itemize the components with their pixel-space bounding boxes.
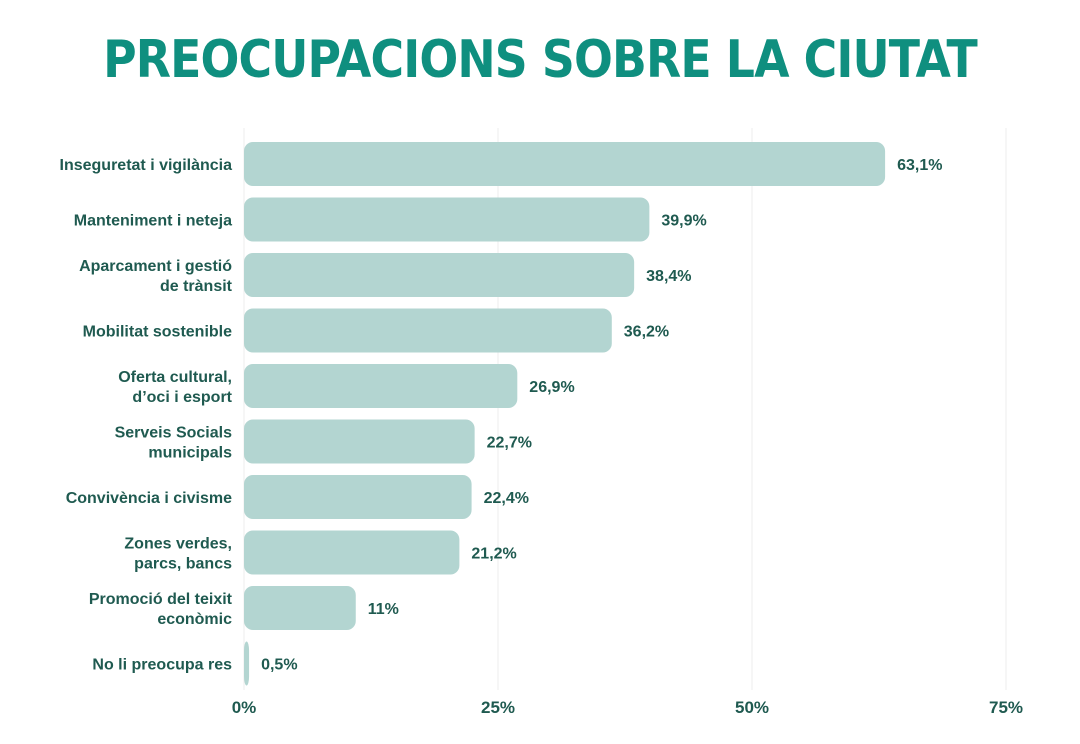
category-label-9: No li preocupa res [92,657,232,674]
category-label-3: Mobilitat sostenible [83,324,232,341]
value-label-9: 0,5% [261,657,297,674]
value-label-5: 22,7% [487,435,532,452]
value-label-0: 63,1% [897,157,942,174]
chart-title: PREOCUPACIONS SOBRE LA CIUTAT [103,30,978,90]
category-label-0: Inseguretat i vigilància [60,157,233,174]
bar-5 [244,419,475,464]
x-tick-label-0: 0% [232,698,257,717]
bar-3 [244,308,612,353]
value-label-2: 38,4% [646,268,691,285]
bar-7 [244,530,460,575]
bar-0 [244,142,886,186]
category-label-7: Zones verdes, parcs, bancs [124,536,232,573]
value-label-6: 22,4% [484,490,529,507]
category-label-6: Convivència i civisme [66,490,232,507]
value-label-8: 11% [368,601,399,618]
category-label-5: Serveis Socials municipals [115,425,233,462]
x-tick-label-3: 75% [989,698,1023,717]
category-label-2: Aparcament i gestió de trànsit [79,258,233,295]
value-label-7: 21,2% [471,546,516,563]
value-label-1: 39,9% [661,213,706,230]
bar-1 [244,197,650,242]
bar-4 [244,364,518,408]
x-tick-label-2: 50% [735,698,769,717]
bar-9 [244,641,250,686]
x-tick-label-1: 25% [481,698,515,717]
bar-8 [244,586,356,630]
value-label-4: 26,9% [529,379,574,396]
bar-2 [244,253,635,297]
category-label-1: Manteniment i neteja [74,213,232,230]
category-label-8: Promoció del teixit econòmic [89,591,233,628]
value-label-3: 36,2% [624,324,669,341]
bar-6 [244,475,472,519]
category-label-4: Oferta cultural, d’oci i esport [118,369,232,406]
